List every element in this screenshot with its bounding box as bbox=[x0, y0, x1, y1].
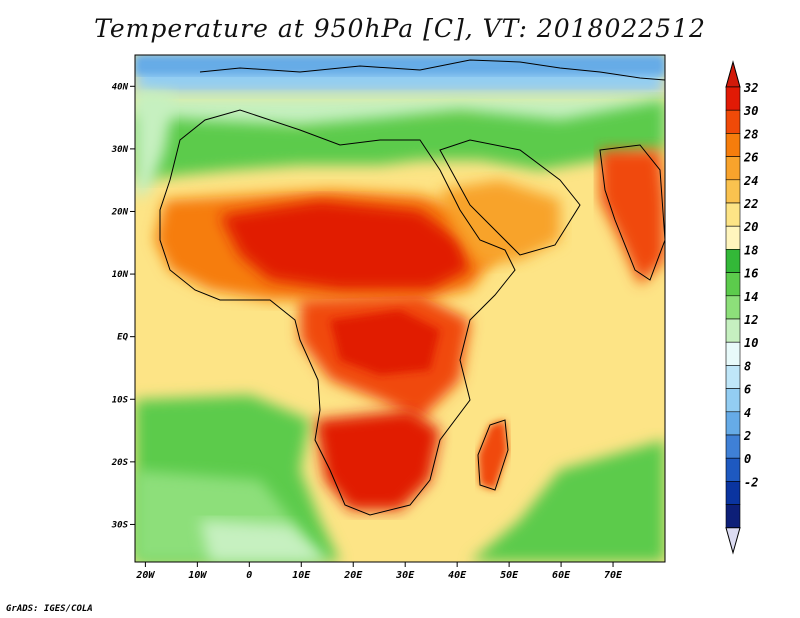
lon-tick-label: 50E bbox=[500, 570, 519, 581]
colorbar-segment bbox=[725, 272, 741, 297]
colorbar-label: 22 bbox=[743, 197, 758, 211]
colorbar-label: 8 bbox=[744, 359, 751, 373]
lon-tick-label: 30E bbox=[395, 570, 415, 581]
colorbar-label: 20 bbox=[743, 220, 758, 234]
colorbar-label: 24 bbox=[743, 174, 758, 188]
colorbar-label: 2 bbox=[743, 429, 751, 443]
colorbar-segment bbox=[725, 365, 741, 389]
colorbar-segment bbox=[725, 225, 741, 250]
lon-tick-label: 0 bbox=[246, 570, 252, 581]
lat-tick-label: 10S bbox=[112, 395, 129, 405]
lat-tick-label: 30S bbox=[111, 520, 129, 530]
colorbar-segment bbox=[725, 457, 741, 482]
colorbar-segment bbox=[725, 179, 741, 204]
colorbar-bottom-arrow bbox=[725, 527, 741, 555]
colorbar-label: 0 bbox=[744, 452, 751, 466]
lon-tick-label: 40E bbox=[448, 570, 467, 581]
colorbar-segment bbox=[725, 295, 741, 320]
coastlines bbox=[159, 59, 665, 516]
colorbar-label: 30 bbox=[743, 104, 758, 118]
colorbar-label: 32 bbox=[743, 81, 758, 95]
lat-tick-label: 10N bbox=[112, 270, 129, 280]
colorbar-label: 6 bbox=[744, 383, 751, 397]
lat-tick-label: 20S bbox=[111, 458, 129, 468]
colorbar-label: 28 bbox=[743, 127, 758, 141]
latitude-ticks: 40N 30N 20N 10N EQ 10S 20S 30S bbox=[111, 82, 135, 530]
colorbar-segment bbox=[725, 481, 741, 505]
map-title: Temperature at 950hPa [C], VT: 201802251… bbox=[94, 14, 706, 43]
lat-tick-label: EQ bbox=[117, 333, 128, 343]
lat-tick-label: 30N bbox=[111, 145, 129, 155]
temperature-field bbox=[135, 55, 665, 562]
colorbar-segment bbox=[725, 318, 741, 343]
colorbar-segment bbox=[725, 434, 741, 459]
lon-tick-label: 60E bbox=[552, 570, 571, 581]
colorbar-segment bbox=[725, 156, 741, 181]
colorbar-segment bbox=[725, 133, 741, 157]
colorbar-segment bbox=[725, 388, 741, 413]
colorbar-label: -2 bbox=[744, 475, 758, 489]
colorbar-segment bbox=[725, 109, 741, 134]
lon-tick-label: 10W bbox=[188, 570, 207, 581]
lon-tick-label: 70E bbox=[604, 570, 623, 581]
colorbar-label: 14 bbox=[744, 290, 758, 304]
colorbar-label: 16 bbox=[744, 267, 758, 281]
colorbar-label: 26 bbox=[743, 151, 758, 165]
colorbar-label: 12 bbox=[744, 313, 758, 327]
lat-tick-label: 40N bbox=[112, 82, 129, 92]
lat-tick-label: 20N bbox=[111, 207, 129, 217]
colorbar-segment bbox=[725, 341, 741, 366]
lon-tick-label: 20W bbox=[135, 570, 155, 581]
lon-tick-label: 20E bbox=[343, 570, 363, 581]
colorbar-label: 18 bbox=[744, 243, 758, 257]
footer-credit: GrADS: IGES/COLA bbox=[6, 604, 93, 614]
colorbar-segment bbox=[725, 504, 741, 529]
lon-tick-label: 10E bbox=[292, 570, 311, 581]
colorbar-segment bbox=[725, 249, 741, 273]
colorbar-segment bbox=[725, 411, 741, 436]
longitude-ticks: 20W 10W 0 10E 20E 30E 40E 50E 60E 70E bbox=[135, 562, 623, 581]
colorbar-label: 4 bbox=[744, 406, 751, 420]
colorbar-segment bbox=[725, 86, 741, 111]
colorbar-top-arrow bbox=[725, 60, 741, 88]
colorbar-label: 10 bbox=[744, 336, 758, 350]
colorbar-segment bbox=[725, 202, 741, 227]
map-frame bbox=[134, 54, 666, 563]
